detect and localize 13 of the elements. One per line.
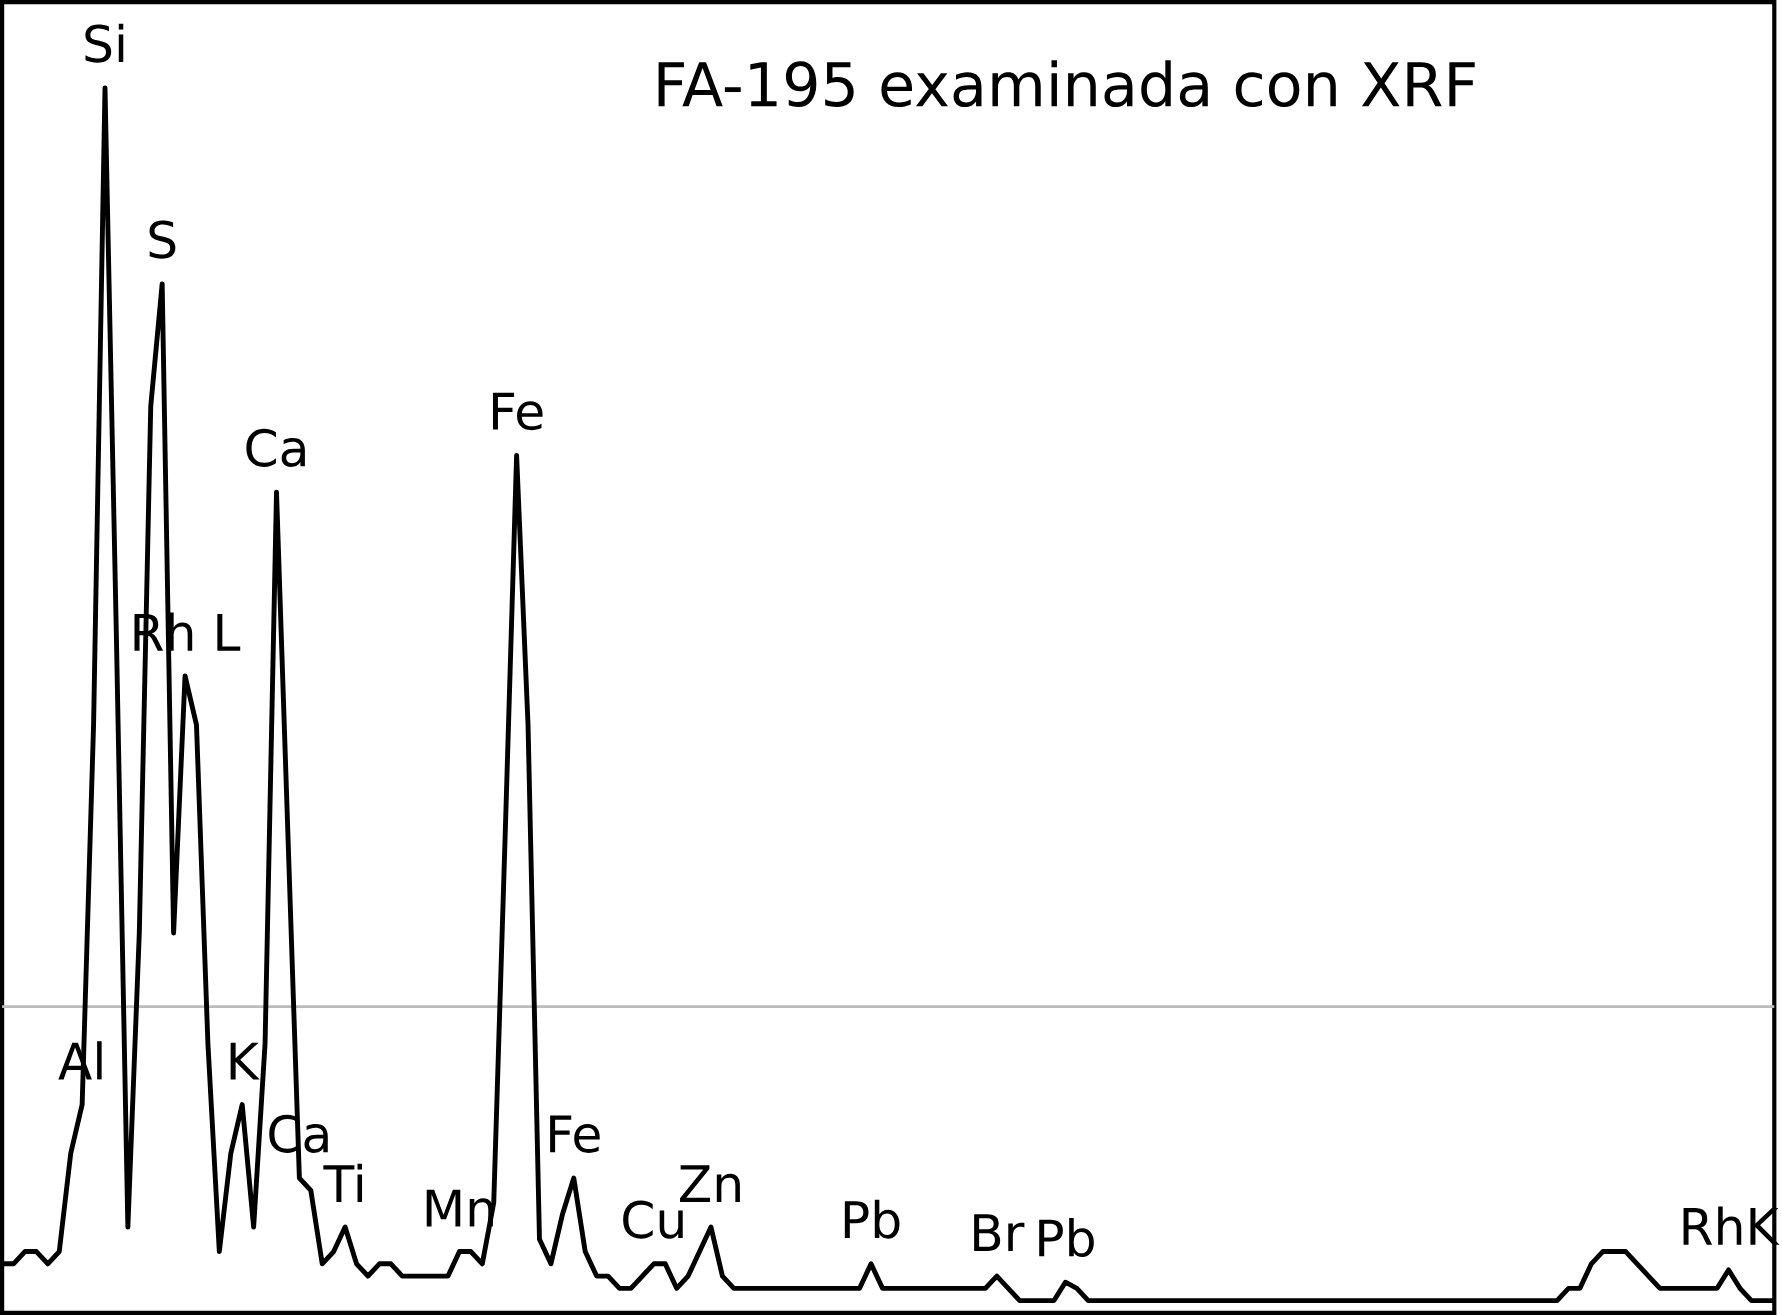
annotation: Br <box>974 1214 1025 1251</box>
annotation: Si <box>85 23 124 63</box>
annotation: K <box>230 1042 260 1080</box>
annotation: Pb <box>1039 1218 1094 1258</box>
annotation: Fe <box>492 392 543 431</box>
annotation: Ti <box>323 1163 363 1202</box>
annotation: Pb <box>844 1199 900 1239</box>
annotation: Ca <box>246 428 305 467</box>
chart-title: FA-195 examinada con XRF <box>658 60 1475 108</box>
annotation: Cu <box>623 1200 683 1239</box>
annotation: Zn <box>680 1165 740 1202</box>
annotation: Fe <box>550 1115 600 1153</box>
annotation: S <box>149 220 176 259</box>
